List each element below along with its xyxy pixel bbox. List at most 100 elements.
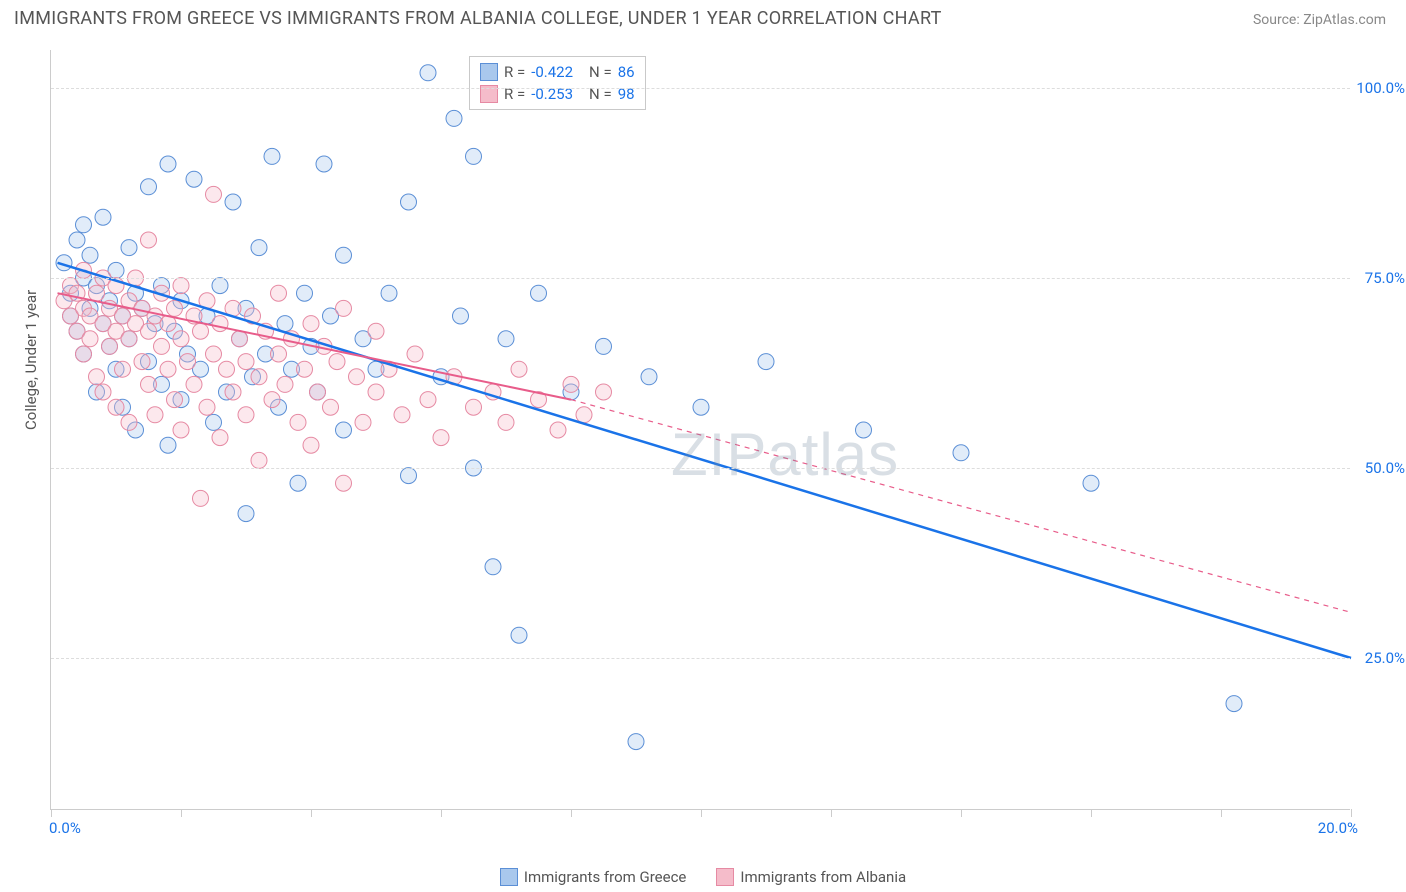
scatter-point (180, 354, 196, 370)
scatter-point (160, 437, 176, 453)
scatter-point (147, 407, 163, 423)
stat-r-value: -0.253 (531, 83, 573, 105)
scatter-point (446, 110, 462, 126)
scatter-point (232, 331, 248, 347)
scatter-point (550, 422, 566, 438)
scatter-point (173, 422, 189, 438)
stats-legend-row: R = -0.422N = 86 (480, 61, 635, 83)
scatter-point (498, 414, 514, 430)
scatter-point (316, 156, 332, 172)
scatter-point (576, 407, 592, 423)
chart-title: IMMIGRANTS FROM GREECE VS IMMIGRANTS FRO… (14, 8, 942, 29)
source-label: Source: ZipAtlas.com (1253, 12, 1386, 28)
scatter-point (82, 331, 98, 347)
scatter-point (368, 323, 384, 339)
x-tick (701, 809, 702, 817)
scatter-point (303, 437, 319, 453)
scatter-point (277, 316, 293, 332)
scatter-point (154, 338, 170, 354)
x-end-label: 0.0% (49, 819, 81, 837)
scatter-point (271, 285, 287, 301)
scatter-point (238, 407, 254, 423)
y-tick-label: 50.0% (1355, 459, 1405, 477)
scatter-point (212, 430, 228, 446)
scatter-point (69, 232, 85, 248)
scatter-point (173, 278, 189, 294)
scatter-point (336, 422, 352, 438)
scatter-point (310, 384, 326, 400)
x-tick (961, 809, 962, 817)
scatter-point (290, 414, 306, 430)
scatter-point (1226, 696, 1242, 712)
scatter-point (251, 240, 267, 256)
scatter-point (167, 392, 183, 408)
scatter-point (225, 384, 241, 400)
scatter-point (329, 354, 345, 370)
x-tick (1351, 809, 1352, 817)
x-tick (571, 809, 572, 817)
bottom-legend-item: Immigrants from Greece (500, 868, 687, 886)
scatter-point (251, 369, 267, 385)
scatter-point (95, 209, 111, 225)
scatter-point (89, 369, 105, 385)
scatter-point (121, 240, 137, 256)
stat-r-value: -0.422 (531, 61, 573, 83)
scatter-point (1083, 475, 1099, 491)
scatter-point (336, 247, 352, 263)
legend-swatch (716, 868, 734, 886)
y-tick-label: 100.0% (1355, 79, 1405, 97)
scatter-point (238, 506, 254, 522)
gridline-h (51, 468, 1350, 469)
x-end-label: 20.0% (1318, 819, 1358, 837)
scatter-point (76, 346, 92, 362)
scatter-point (76, 217, 92, 233)
stat-n-label: N = (589, 61, 612, 83)
x-tick (51, 809, 52, 817)
scatter-point (134, 354, 150, 370)
scatter-point (498, 331, 514, 347)
x-tick (831, 809, 832, 817)
scatter-point (628, 734, 644, 750)
scatter-point (193, 490, 209, 506)
scatter-point (596, 338, 612, 354)
gridline-h (51, 658, 1350, 659)
scatter-point (563, 376, 579, 392)
scatter-point (303, 316, 319, 332)
scatter-point (173, 331, 189, 347)
scatter-point (95, 384, 111, 400)
scatter-point (121, 331, 137, 347)
gridline-h (51, 278, 1350, 279)
scatter-point (355, 414, 371, 430)
y-tick-label: 75.0% (1355, 269, 1405, 287)
scatter-point (264, 392, 280, 408)
stat-r-label: R = (504, 61, 525, 83)
stats-legend-box: R = -0.422N = 86R = -0.253N = 98 (469, 56, 646, 110)
scatter-point (219, 361, 235, 377)
trend-line-dashed (571, 400, 1351, 613)
scatter-point (297, 361, 313, 377)
scatter-point (596, 384, 612, 400)
x-tick (441, 809, 442, 817)
scatter-point (511, 361, 527, 377)
scatter-point (121, 414, 137, 430)
scatter-point (511, 627, 527, 643)
scatter-point (271, 346, 287, 362)
stat-r-label: R = (504, 83, 525, 105)
scatter-point (264, 148, 280, 164)
scatter-point (238, 354, 254, 370)
bottom-legend: Immigrants from Greece Immigrants from Al… (0, 868, 1406, 886)
scatter-point (102, 338, 118, 354)
x-tick (311, 809, 312, 817)
scatter-point (433, 430, 449, 446)
scatter-point (336, 475, 352, 491)
scatter-point (453, 308, 469, 324)
scatter-point (466, 399, 482, 415)
series-name: Immigrants from Albania (740, 868, 906, 886)
legend-swatch (500, 868, 518, 886)
stat-n-label: N = (589, 83, 612, 105)
scatter-point (186, 376, 202, 392)
scatter-point (297, 285, 313, 301)
scatter-point (336, 300, 352, 316)
series-name: Immigrants from Greece (524, 868, 687, 886)
scatter-point (381, 285, 397, 301)
